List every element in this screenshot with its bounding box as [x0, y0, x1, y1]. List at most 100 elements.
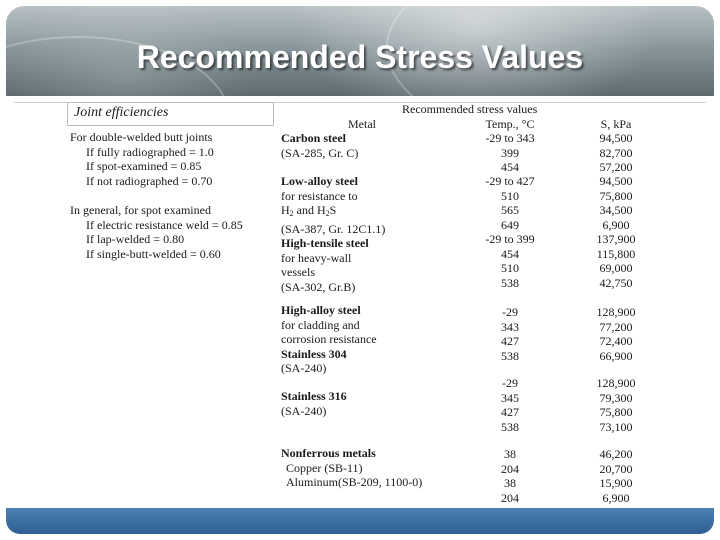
- stress-cell-stainless-304: 128,900 77,200 72,400 66,900: [570, 305, 662, 363]
- metal-line: for heavy-wall: [281, 250, 352, 265]
- stress-value: 75,800: [599, 405, 633, 419]
- joint-item: If fully radiographed = 1.0: [86, 144, 214, 159]
- stress-value: 73,100: [599, 419, 633, 434]
- metal-line: (SA-302, Gr.B): [281, 279, 356, 294]
- stress-value: 6,900: [602, 217, 630, 232]
- stress-value: 46,200: [599, 447, 633, 461]
- temp-value: 538: [501, 348, 519, 363]
- header-divider: [14, 102, 706, 103]
- joint-item: If single-butt-welded = 0.60: [86, 246, 221, 261]
- temp-cell-stainless-316: -29 345 427 538: [440, 376, 580, 434]
- stress-value: 15,900: [599, 476, 633, 490]
- joint-group-2-title: In general, for spot examined: [70, 203, 211, 217]
- stress-cell-carbon-steel: 94,500 82,700 57,200: [570, 131, 662, 175]
- temp-value: -29: [502, 305, 518, 319]
- metal-line: Stainless 304: [281, 346, 347, 361]
- temp-value: 510: [501, 261, 519, 275]
- stress-value: 77,200: [599, 319, 633, 334]
- stress-value: 82,700: [599, 145, 633, 160]
- stress-value: 75,800: [599, 188, 633, 203]
- stress-value: 72,400: [599, 334, 633, 348]
- metal-line: (SA-240): [281, 361, 327, 375]
- joint-item: If not radiographed = 0.70: [86, 173, 213, 188]
- stress-cell-nonferrous: 46,200 20,700 15,900 6,900: [570, 447, 662, 505]
- joint-heading: Joint efficiencies: [74, 105, 169, 120]
- temp-value: 204: [501, 461, 519, 476]
- metal-cell-low-alloy-steel: Low-alloy steel for resistance to H2 and…: [281, 174, 385, 294]
- metal-line: High-alloy steel: [281, 303, 361, 317]
- metal-column-header: Metal: [348, 117, 376, 131]
- stress-value: 69,000: [599, 261, 633, 275]
- temp-column-header: Temp., °C: [485, 117, 535, 131]
- joint-item: If spot-examined = 0.85: [86, 159, 202, 173]
- footer-bar: [6, 508, 714, 534]
- temp-cell-low-alloy-steel: -29 to 427 510 565 649 -29 to 399 454 51…: [440, 174, 580, 290]
- metal-line: (SA-387, Gr. 12C1.1): [281, 221, 386, 236]
- metal-line: Carbon steel: [281, 131, 346, 145]
- temp-cell-nonferrous: 38 204 38 204: [440, 447, 580, 505]
- stress-value: 128,900: [596, 376, 636, 390]
- joint-group-1-title: For double-welded butt joints: [70, 130, 213, 144]
- joint-heading-box: [67, 102, 274, 126]
- stress-value: 94,500: [599, 174, 633, 188]
- stress-value: 6,900: [602, 490, 630, 505]
- stress-value: 20,700: [599, 461, 633, 476]
- title-banner: Recommended Stress Values: [6, 6, 714, 96]
- metal-line: Stainless 316: [281, 389, 347, 403]
- metal-line: Low-alloy steel: [281, 174, 358, 188]
- metal-cell-nonferrous: Nonferrous metals Copper (SB-11) Aluminu…: [281, 446, 422, 490]
- temp-cell-carbon-steel: -29 to 343 399 454: [440, 131, 580, 175]
- metal-line: High-tensile steel: [281, 236, 369, 250]
- stress-value: 42,750: [599, 275, 633, 290]
- slide-title: Recommended Stress Values: [136, 39, 584, 75]
- temp-value: 343: [501, 319, 519, 334]
- temp-value: 538: [501, 275, 519, 290]
- temp-value: 454: [501, 246, 519, 261]
- temp-value: -29: [502, 376, 518, 390]
- joint-group-1: For double-welded butt joints If fully r…: [70, 130, 214, 188]
- joint-group-2: In general, for spot examined If electri…: [70, 203, 243, 261]
- temp-value: -29 to 343: [485, 131, 535, 145]
- temp-cell-stainless-304: -29 343 427 538: [440, 305, 580, 363]
- metal-cell-stainless-316: Stainless 316 (SA-240): [281, 389, 347, 418]
- metal-line: for cladding and: [281, 317, 360, 332]
- stress-value: 57,200: [599, 160, 633, 174]
- stress-cell-stainless-316: 128,900 79,300 75,800 73,100: [570, 376, 662, 434]
- metal-cell-carbon-steel: Carbon steel (SA-285, Gr. C): [281, 131, 358, 160]
- joint-item: If lap-welded = 0.80: [86, 232, 185, 246]
- joint-item: If electric resistance weld = 0.85: [86, 217, 243, 232]
- stress-value: 66,900: [599, 348, 633, 363]
- stress-value: 34,500: [599, 203, 633, 217]
- metal-line: Aluminum(SB-209, 1100-0): [286, 475, 423, 489]
- metal-cell-high-alloy-steel: High-alloy steel for cladding and corros…: [281, 303, 377, 376]
- metal-line-h2-h2s: H2 and H2S: [281, 203, 337, 218]
- temp-value: 345: [501, 390, 519, 405]
- metal-line: vessels: [281, 265, 315, 279]
- temp-value: -29 to 427: [485, 174, 535, 188]
- metal-line: corrosion resistance: [281, 332, 377, 346]
- temp-value: 510: [501, 188, 519, 203]
- stress-value: 137,900: [596, 232, 636, 246]
- stress-value: 79,300: [599, 390, 633, 405]
- temp-value: 538: [501, 419, 519, 434]
- stress-column-header: S, kPa: [600, 117, 632, 131]
- temp-value: 38: [504, 476, 516, 490]
- table-main-header: Recommended stress values: [402, 102, 538, 116]
- temp-value: -29 to 399: [485, 232, 535, 246]
- temp-value: 649: [501, 217, 519, 232]
- banner-decoration: [386, 6, 714, 96]
- metal-line: (SA-285, Gr. C): [281, 145, 359, 160]
- stress-value: 94,500: [599, 131, 633, 145]
- temp-value: 204: [501, 490, 519, 505]
- temp-value: 427: [501, 334, 519, 348]
- stress-cell-low-alloy-steel: 94,500 75,800 34,500 6,900 137,900 115,8…: [570, 174, 662, 290]
- temp-value: 38: [504, 447, 516, 461]
- metal-line: Copper (SB-11): [286, 460, 363, 475]
- temp-value: 454: [501, 160, 519, 174]
- temp-value: 399: [501, 145, 519, 160]
- metal-line: Nonferrous metals: [281, 446, 376, 460]
- metal-line: (SA-240): [281, 403, 327, 418]
- temp-value: 427: [501, 405, 519, 419]
- temp-value: 565: [501, 203, 519, 217]
- stress-value: 115,800: [596, 246, 636, 261]
